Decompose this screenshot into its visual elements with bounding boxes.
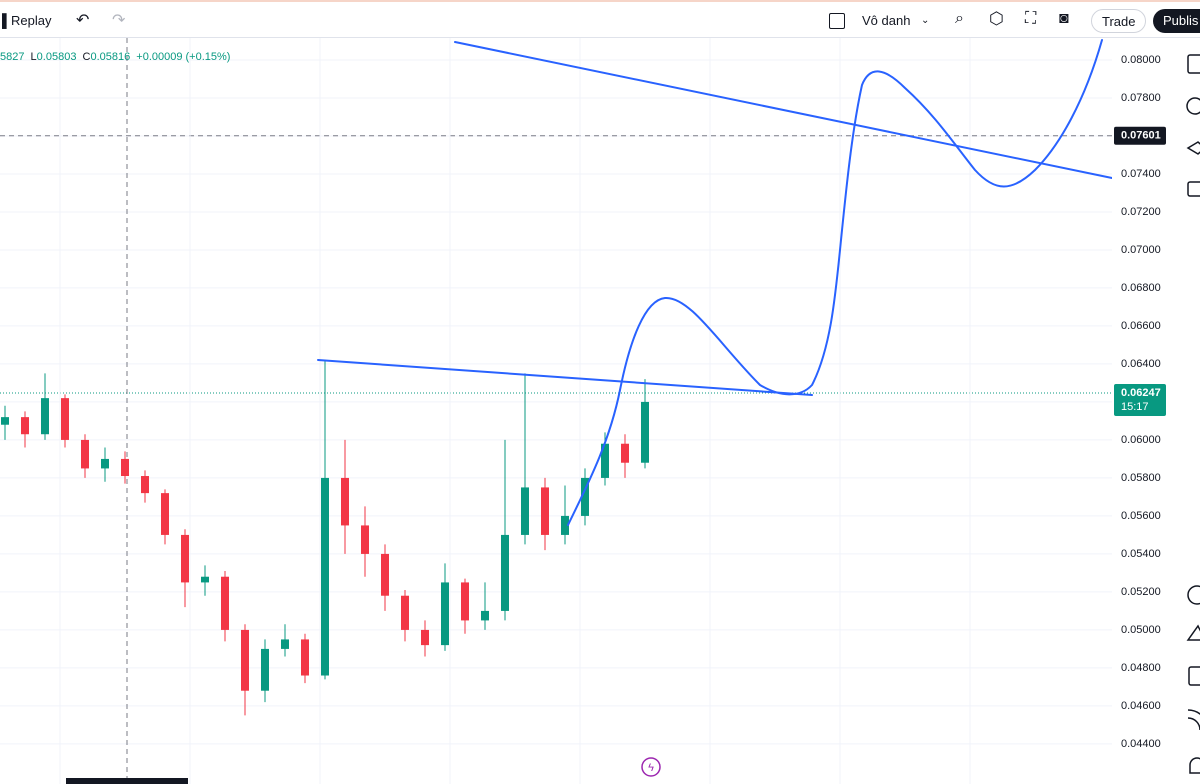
watchlist-icon[interactable] — [1187, 54, 1200, 74]
y-tick-label: 0.04800 — [1121, 662, 1161, 674]
publish-button[interactable]: Publis — [1153, 9, 1200, 33]
y-tick-label: 0.07400 — [1121, 168, 1161, 180]
close-label: C — [83, 51, 91, 63]
bell-icon[interactable] — [1189, 757, 1200, 774]
last-price-box — [1114, 384, 1166, 417]
candle-body — [581, 477, 589, 516]
fullscreen-icon[interactable]: ⛶ — [1025, 10, 1037, 27]
chat-icon[interactable] — [1187, 181, 1200, 197]
drawings — [317, 39, 1113, 526]
y-tick-label: 0.06000 — [1121, 434, 1161, 446]
close-value: 0.05816 — [90, 51, 130, 63]
candle-body — [201, 576, 209, 583]
projection-path[interactable] — [567, 39, 1103, 526]
bottom-tab — [66, 778, 188, 784]
candle-body — [461, 582, 469, 621]
candle-body — [161, 493, 169, 535]
candle-body — [181, 534, 189, 583]
grid — [0, 59, 1112, 745]
y-tick-label: 0.05600 — [1121, 510, 1161, 522]
candle-body — [621, 443, 629, 463]
candle-body — [561, 515, 569, 535]
candle-body — [421, 629, 429, 646]
y-tick-label: 0.04400 — [1121, 738, 1161, 750]
candle-body — [281, 639, 289, 649]
top-toolbar: ▌ Replay ↶ ↷ Vô danh ⌄ ⌕ ⬡ ⛶ ◙ Trade Pub… — [0, 0, 1200, 38]
target-icon[interactable] — [1187, 585, 1200, 605]
trendline[interactable] — [317, 359, 813, 396]
replay-icon[interactable]: ▌ — [2, 13, 12, 28]
chart: 0.080000.078000.076000.074000.072000.070… — [0, 38, 1200, 784]
candle-body — [401, 595, 409, 630]
right-toolbar — [1186, 54, 1200, 774]
countdown-label: 15:17 — [1121, 401, 1149, 413]
trade-button[interactable]: Trade — [1091, 9, 1147, 33]
candle-body — [81, 439, 89, 469]
candle-body — [381, 553, 389, 596]
lightning-button[interactable] — [641, 757, 661, 777]
trendline[interactable] — [454, 41, 1113, 179]
y-tick-label: 0.07200 — [1121, 206, 1161, 218]
y-tick-label: 0.04600 — [1121, 700, 1161, 712]
y-tick-label: 0.07000 — [1121, 244, 1161, 256]
candles — [1, 360, 649, 716]
crosshair-price-box — [1114, 126, 1166, 145]
candle-body — [121, 458, 129, 477]
y-tick-label: 0.05400 — [1121, 548, 1161, 560]
y-tick-label: 0.05800 — [1121, 472, 1161, 484]
y-tick-label: 0.08000 — [1121, 54, 1161, 66]
layout-icon[interactable] — [829, 13, 845, 29]
candle-body — [141, 476, 149, 494]
candle-body — [1, 417, 9, 425]
candle-body — [21, 417, 29, 435]
candle-body — [481, 610, 489, 621]
lightning-icon: ϟ — [648, 762, 654, 774]
candle-body — [361, 525, 369, 554]
layout-dropdown[interactable]: ⌄ — [921, 15, 930, 26]
layout-name[interactable]: Vô danh — [862, 13, 911, 28]
last-price-label: 0.06247 — [1121, 387, 1161, 399]
redo[interactable]: ↷ — [112, 12, 126, 29]
stream-icon[interactable] — [1187, 709, 1200, 731]
calendar-icon[interactable] — [1188, 666, 1200, 686]
candle-body — [221, 576, 229, 630]
candle-body — [101, 458, 109, 469]
open-value: 5827 — [0, 51, 24, 63]
candle-body — [341, 477, 349, 526]
vertical-grid — [59, 38, 971, 784]
low-label: L — [31, 51, 37, 63]
candle-body — [641, 401, 649, 463]
alert-icon[interactable]: ⌕ — [955, 10, 964, 27]
layers-icon[interactable] — [1186, 141, 1200, 155]
candle-body — [241, 629, 249, 691]
candle-body — [541, 487, 549, 535]
y-tick-label: 0.06600 — [1121, 320, 1161, 332]
y-tick-label: 0.06800 — [1121, 282, 1161, 294]
candle-body — [601, 443, 609, 478]
candle-body — [321, 477, 329, 676]
candle-body — [61, 398, 69, 440]
alerts-icon[interactable] — [1186, 97, 1200, 115]
replay-button[interactable]: Replay — [11, 13, 52, 28]
candle-body — [441, 582, 449, 646]
crosshair-price-label: 0.07601 — [1121, 130, 1161, 142]
undo[interactable]: ↶ — [76, 12, 90, 29]
change-value: +0.00009 (+0.15%) — [136, 51, 230, 63]
candle-body — [261, 648, 269, 691]
price-axis-labels: 0.080000.078000.076000.074000.072000.070… — [1114, 54, 1166, 750]
y-tick-label: 0.05000 — [1121, 624, 1161, 636]
candle-body — [521, 487, 529, 535]
candle-body — [501, 534, 509, 611]
y-tick-label: 0.07800 — [1121, 92, 1161, 104]
snapshot-icon[interactable]: ◙ — [1059, 10, 1069, 27]
candle-body — [41, 398, 49, 435]
y-tick-label: 0.05200 — [1121, 586, 1161, 598]
low-value: 0.05803 — [37, 51, 77, 63]
y-tick-label: 0.06400 — [1121, 358, 1161, 370]
ohlc-legend: 5827 L0.05803 C0.05816 +0.00009 (+0.15%) — [0, 51, 230, 63]
settings-icon[interactable]: ⬡ — [989, 9, 1004, 28]
ideas-icon[interactable] — [1186, 624, 1200, 641]
candle-body — [301, 639, 309, 676]
